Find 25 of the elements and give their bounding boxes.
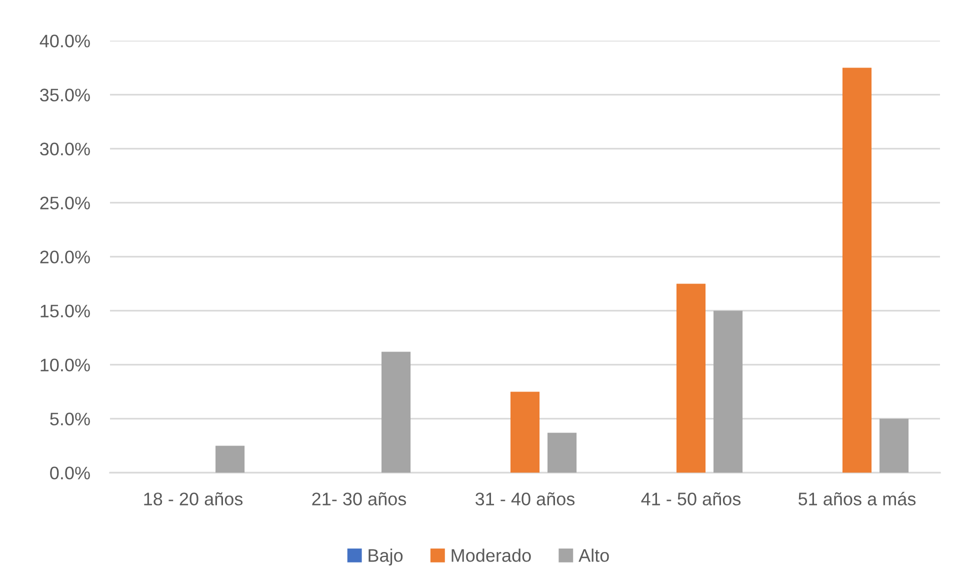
x-tick-label: 18 - 20 años bbox=[144, 492, 243, 506]
bar bbox=[510, 392, 540, 473]
y-tick-label: 40.0% bbox=[40, 34, 90, 48]
legend-label: Bajo bbox=[368, 548, 403, 566]
y-tick-label: 15.0% bbox=[40, 304, 90, 318]
bar bbox=[215, 446, 245, 473]
y-tick-label: 5.0% bbox=[50, 412, 90, 426]
x-tick-label: 41 - 50 años bbox=[641, 492, 741, 506]
legend-label: Alto bbox=[578, 548, 609, 562]
x-tick-label: 51 años a más bbox=[798, 492, 916, 506]
y-tick-label: 10.0% bbox=[40, 358, 90, 372]
x-tick-label: 31 - 40 años bbox=[476, 492, 575, 506]
bar bbox=[676, 284, 706, 473]
bar bbox=[381, 352, 411, 473]
y-tick-label: 20.0% bbox=[40, 250, 90, 264]
bar bbox=[879, 418, 909, 473]
bar bbox=[842, 68, 872, 473]
bar bbox=[713, 310, 743, 473]
y-tick-label: 25.0% bbox=[40, 196, 90, 210]
y-tick-label: 30.0% bbox=[40, 142, 90, 156]
x-tick-label: 21- 30 años bbox=[312, 492, 406, 506]
bar bbox=[547, 432, 577, 473]
legend-label: Moderado bbox=[452, 548, 531, 562]
y-tick-label: 0.0% bbox=[50, 466, 90, 480]
y-tick-label: 35.0% bbox=[40, 88, 90, 102]
